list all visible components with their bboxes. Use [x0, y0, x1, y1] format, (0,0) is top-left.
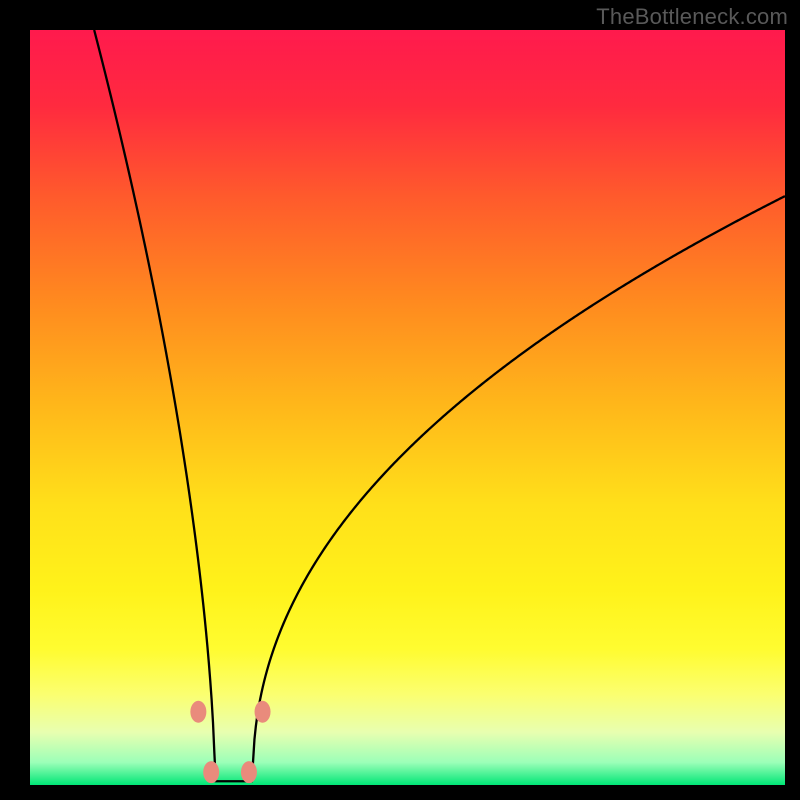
- curve-marker: [203, 761, 219, 783]
- bottleneck-chart: [0, 0, 800, 800]
- curve-marker: [241, 761, 257, 783]
- watermark-text: TheBottleneck.com: [596, 4, 788, 30]
- curve-marker: [190, 701, 206, 723]
- curve-marker: [255, 701, 271, 723]
- plot-gradient-background: [30, 30, 785, 785]
